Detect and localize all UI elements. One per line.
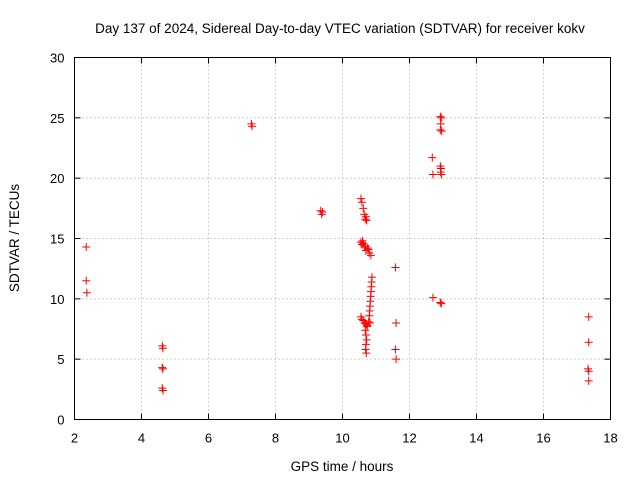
y-axis-label: SDTVAR / TECUs	[7, 184, 22, 293]
chart-title: Day 137 of 2024, Sidereal Day-to-day VTE…	[95, 21, 585, 36]
data-point	[82, 276, 91, 285]
data-point	[364, 245, 373, 254]
data-point	[362, 349, 371, 358]
data-point	[362, 216, 371, 225]
data-point	[361, 212, 370, 221]
data-point	[437, 127, 446, 136]
y-tick-label: 5	[57, 352, 64, 367]
data-point	[584, 338, 593, 347]
data-point	[357, 198, 366, 207]
data-point	[428, 170, 437, 179]
data-point	[358, 236, 367, 245]
x-tick-label: 4	[138, 431, 145, 446]
data-point	[356, 194, 365, 203]
x-tick-label: 16	[536, 431, 550, 446]
data-point	[584, 367, 593, 376]
data-point	[364, 317, 373, 326]
data-point	[82, 242, 91, 251]
data-point	[318, 207, 327, 216]
x-tick-label: 10	[335, 431, 349, 446]
data-point	[248, 122, 257, 131]
x-axis-ticks: 2 4 6 8 10 12 14 16 18	[71, 57, 618, 446]
data-point	[584, 376, 593, 385]
x-axis-label: GPS time / hours	[291, 459, 394, 474]
y-tick-label: 25	[50, 111, 64, 126]
data-point	[436, 125, 445, 134]
x-tick-label: 12	[402, 431, 416, 446]
data-point	[428, 153, 437, 162]
x-tick-label: 18	[603, 431, 617, 446]
data-point	[361, 326, 370, 335]
data-point	[361, 345, 370, 354]
data-point	[365, 311, 374, 320]
y-tick-label: 0	[57, 413, 64, 428]
data-point	[391, 345, 400, 354]
x-tick-label: 6	[205, 431, 212, 446]
y-tick-label: 15	[50, 232, 64, 247]
x-tick-label: 8	[272, 431, 279, 446]
data-point	[392, 355, 401, 364]
data-point	[158, 386, 167, 395]
data-point	[437, 299, 446, 308]
y-tick-label: 10	[50, 292, 64, 307]
data-point	[392, 318, 401, 327]
data-point	[391, 263, 400, 272]
data-point	[437, 113, 446, 122]
grid-lines	[74, 57, 611, 420]
data-point	[316, 206, 325, 215]
x-tick-label: 2	[71, 431, 78, 446]
data-point	[362, 335, 371, 344]
data-points	[82, 112, 593, 395]
data-point	[436, 298, 445, 307]
data-point	[360, 242, 369, 251]
y-tick-label: 20	[50, 171, 64, 186]
data-point	[437, 170, 446, 179]
data-point	[428, 293, 437, 302]
data-point	[366, 251, 375, 260]
plot-frame	[74, 57, 611, 420]
data-point	[359, 204, 368, 213]
y-axis-ticks: 0 5 10 15 20 25 30	[50, 51, 611, 428]
data-point	[584, 312, 593, 321]
y-tick-label: 30	[50, 51, 64, 66]
data-point	[361, 331, 370, 340]
data-point	[361, 241, 370, 250]
data-point	[158, 344, 167, 353]
data-point	[436, 112, 445, 121]
data-point	[82, 288, 91, 297]
data-point	[158, 363, 167, 372]
data-point	[158, 364, 167, 373]
data-point	[362, 322, 371, 331]
x-tick-label: 14	[469, 431, 483, 446]
